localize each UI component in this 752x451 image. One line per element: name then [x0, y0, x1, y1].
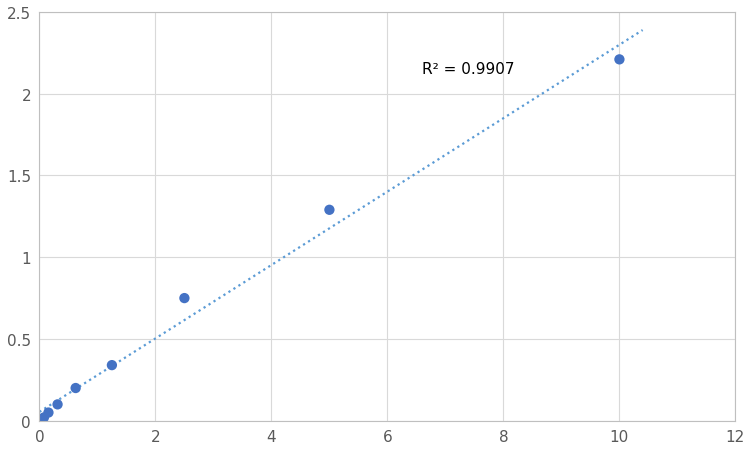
Point: [38, 414, 50, 421]
Point: [178, 295, 190, 302]
Point: [33, 417, 45, 424]
Point: [106, 362, 118, 369]
Point: [614, 57, 626, 64]
Text: R² = 0.9907: R² = 0.9907: [422, 62, 514, 77]
Point: [42, 409, 54, 416]
Point: [323, 207, 335, 214]
Point: [70, 385, 82, 392]
Point: [52, 401, 64, 408]
